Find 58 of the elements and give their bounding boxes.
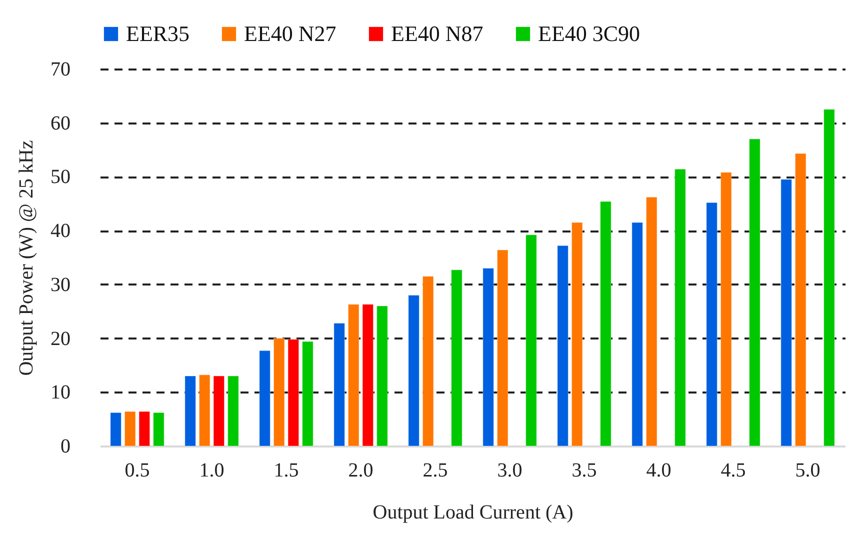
x-tick-label: 1.0 xyxy=(199,460,224,482)
bar xyxy=(259,350,270,446)
bar xyxy=(334,322,345,446)
y-tick-label: 60 xyxy=(50,112,70,134)
bar xyxy=(451,270,462,446)
bar xyxy=(348,304,360,446)
bar xyxy=(780,179,792,446)
y-tick-label: 0 xyxy=(60,436,70,458)
y-tick-label: 40 xyxy=(50,220,70,242)
bar xyxy=(288,339,300,446)
bar xyxy=(302,341,314,446)
bar xyxy=(110,412,122,446)
x-tick-label: 2.0 xyxy=(348,460,374,482)
x-tick-label: 4.5 xyxy=(720,460,746,482)
bar xyxy=(228,376,239,446)
x-tick-label: 3.0 xyxy=(497,460,522,482)
x-tick-label: 3.5 xyxy=(572,460,597,482)
bar xyxy=(720,172,732,446)
bar xyxy=(646,196,658,446)
bar xyxy=(526,234,537,446)
bar xyxy=(198,374,210,446)
bar xyxy=(824,109,835,446)
bar xyxy=(273,338,285,446)
legend-label: EER35 xyxy=(126,21,190,46)
bar xyxy=(600,201,612,446)
x-axis-title: Output Load Current (A) xyxy=(372,502,574,524)
bar xyxy=(213,376,225,446)
bar xyxy=(124,411,136,446)
bar xyxy=(706,202,718,446)
bar xyxy=(557,245,568,446)
bar xyxy=(184,376,196,446)
legend-label: EE40 3C90 xyxy=(538,21,640,46)
y-tick-label: 20 xyxy=(50,328,70,350)
x-tick-label: 0.5 xyxy=(124,460,150,482)
bar xyxy=(408,294,420,446)
bar xyxy=(496,250,508,446)
bar xyxy=(794,153,806,446)
bar xyxy=(138,411,150,446)
x-tick-label: 1.5 xyxy=(274,460,299,482)
y-tick-label: 50 xyxy=(50,166,70,188)
bar xyxy=(153,412,164,446)
bar xyxy=(422,276,434,446)
y-tick-label: 70 xyxy=(50,58,70,80)
legend-label: EE40 N87 xyxy=(391,21,484,46)
bar xyxy=(674,168,686,446)
bar xyxy=(571,222,583,446)
y-axis-title: Output Power (W) @ 25 kHz xyxy=(16,140,38,376)
y-tick-label: 10 xyxy=(50,382,70,404)
bar xyxy=(482,268,494,446)
bar xyxy=(632,222,643,446)
y-tick-label: 30 xyxy=(50,274,70,296)
bar xyxy=(362,304,374,446)
legend-label: EE40 N27 xyxy=(244,21,336,46)
bar xyxy=(749,138,760,446)
bar xyxy=(376,306,388,446)
x-tick-label: 5.0 xyxy=(795,460,820,482)
x-tick-label: 2.5 xyxy=(422,460,448,482)
x-tick-label: 4.0 xyxy=(646,460,672,482)
